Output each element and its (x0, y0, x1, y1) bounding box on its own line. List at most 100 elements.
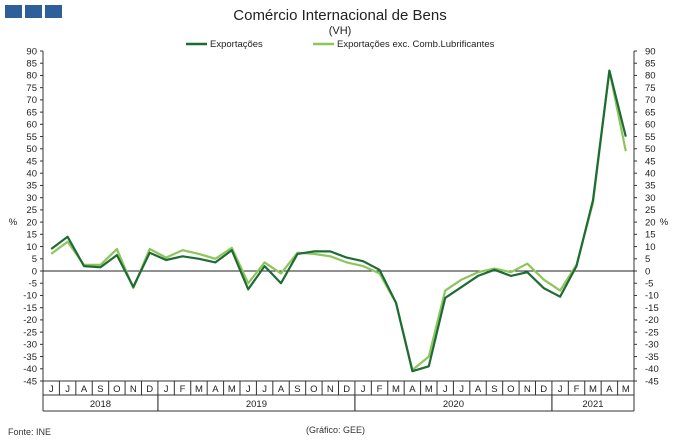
y-tick-label-left: 5 (32, 254, 37, 265)
x-tick-label: J (443, 384, 448, 395)
y-tick-label-left: 90 (26, 46, 37, 57)
x-tick-label: F (180, 384, 186, 395)
y-tick-label-left: 55 (26, 132, 37, 143)
year-label: 2018 (90, 399, 111, 410)
chart-title: Comércio Internacional de Bens (233, 7, 447, 24)
y-tick-label-left: -10 (23, 291, 37, 302)
y-tick-label-right: 85 (645, 59, 656, 70)
y-tick-label-right: -45 (645, 376, 659, 387)
x-tick-label: M (228, 384, 236, 395)
y-tick-label-right: -40 (645, 364, 659, 375)
y-tick-label-right: 10 (645, 242, 656, 253)
x-tick-label: A (212, 384, 219, 395)
x-tick-label: J (246, 384, 251, 395)
logo-block (25, 5, 42, 18)
year-label: 2019 (246, 399, 267, 410)
y-tick-label-right: 0 (645, 266, 650, 277)
y-tick-label-right: -35 (645, 352, 659, 363)
x-tick-label: A (81, 384, 88, 395)
y-tick-label-left: 35 (26, 181, 37, 192)
x-tick-label: D (146, 384, 153, 395)
x-tick-label: D (540, 384, 547, 395)
source-note: Fonte: INE (8, 427, 52, 437)
y-tick-label-right: 40 (645, 169, 656, 180)
x-tick-label: S (294, 384, 300, 395)
y-tick-label-left: 70 (26, 95, 37, 106)
y-tick-label-left: 25 (26, 205, 37, 216)
y-tick-label-left: -45 (23, 376, 37, 387)
y-tick-label-left: -5 (29, 279, 37, 290)
y-tick-label-right: 15 (645, 230, 656, 241)
y-tick-label-right: 70 (645, 95, 656, 106)
y-tick-label-right: 60 (645, 120, 656, 131)
y-tick-label-right: 5 (645, 254, 650, 265)
y-tick-label-left: 75 (26, 83, 37, 94)
y-tick-label-left: 50 (26, 144, 37, 155)
x-tick-label: O (507, 384, 514, 395)
x-tick-label: A (409, 384, 416, 395)
y-tick-label-left: 80 (26, 71, 37, 82)
year-label: 2020 (443, 399, 464, 410)
y-tick-label-left: -40 (23, 364, 37, 375)
x-tick-label: M (622, 384, 630, 395)
gee-logo-icon (5, 5, 62, 18)
y-tick-label-left: -30 (23, 340, 37, 351)
x-tick-label: J (558, 384, 563, 395)
x-tick-label: O (113, 384, 120, 395)
y-tick-label-left: 10 (26, 242, 37, 253)
y-tick-label-right: 20 (645, 217, 656, 228)
x-tick-label: N (327, 384, 334, 395)
y-tick-label-left: -25 (23, 327, 37, 338)
y-tick-label-right: 55 (645, 132, 656, 143)
y-tick-label-left: -35 (23, 352, 37, 363)
y-tick-label-right: -25 (645, 327, 659, 338)
y-tick-label-right: 25 (645, 205, 656, 216)
y-tick-label-left: 65 (26, 107, 37, 118)
y-tick-label-right: 30 (645, 193, 656, 204)
y-tick-label-right: 75 (645, 83, 656, 94)
chart-subtitle: (VH) (328, 25, 352, 37)
y-tick-label-right: -15 (645, 303, 659, 314)
x-tick-label: M (425, 384, 433, 395)
x-tick-label: F (574, 384, 580, 395)
x-tick-label: J (65, 384, 70, 395)
x-tick-label: M (195, 384, 203, 395)
legend-label: Exportações exc. Comb.Lubrificantes (337, 39, 495, 50)
series-line-exportacoes (50, 69, 627, 373)
chart-credit: (Gráfico: GEE) (306, 425, 366, 435)
y-tick-label-right: 90 (645, 46, 656, 57)
y-tick-label-left: -15 (23, 303, 37, 314)
y-axis-label-left: % (9, 217, 18, 228)
y-tick-label-left: 30 (26, 193, 37, 204)
y-tick-label-right: 65 (645, 107, 656, 118)
x-tick-label: S (97, 384, 103, 395)
y-tick-label-left: 15 (26, 230, 37, 241)
x-tick-label: D (343, 384, 350, 395)
y-tick-label-left: 0 (32, 266, 37, 277)
x-tick-label: J (361, 384, 366, 395)
x-tick-label: J (262, 384, 267, 395)
y-tick-label-right: 45 (645, 156, 656, 167)
y-tick-label-left: 45 (26, 156, 37, 167)
x-tick-label: N (524, 384, 531, 395)
x-tick-label: M (589, 384, 597, 395)
legend-label: Exportações (210, 39, 263, 50)
logo-block (5, 5, 22, 18)
y-tick-label-left: 60 (26, 120, 37, 131)
y-tick-label-left: 20 (26, 217, 37, 228)
y-tick-label-right: 35 (645, 181, 656, 192)
y-tick-label-right: -20 (645, 315, 659, 326)
x-tick-label: A (475, 384, 482, 395)
series-line-exportacoes-exc-comb (50, 69, 627, 372)
x-tick-label: S (491, 384, 497, 395)
x-tick-label: F (377, 384, 383, 395)
x-tick-label: A (278, 384, 285, 395)
x-tick-label: J (49, 384, 54, 395)
y-axis-label-right: % (660, 217, 669, 228)
x-tick-label: M (392, 384, 400, 395)
y-tick-label-right: -30 (645, 340, 659, 351)
x-tick-label: J (164, 384, 169, 395)
y-tick-label-right: 50 (645, 144, 656, 155)
x-tick-label: J (459, 384, 464, 395)
